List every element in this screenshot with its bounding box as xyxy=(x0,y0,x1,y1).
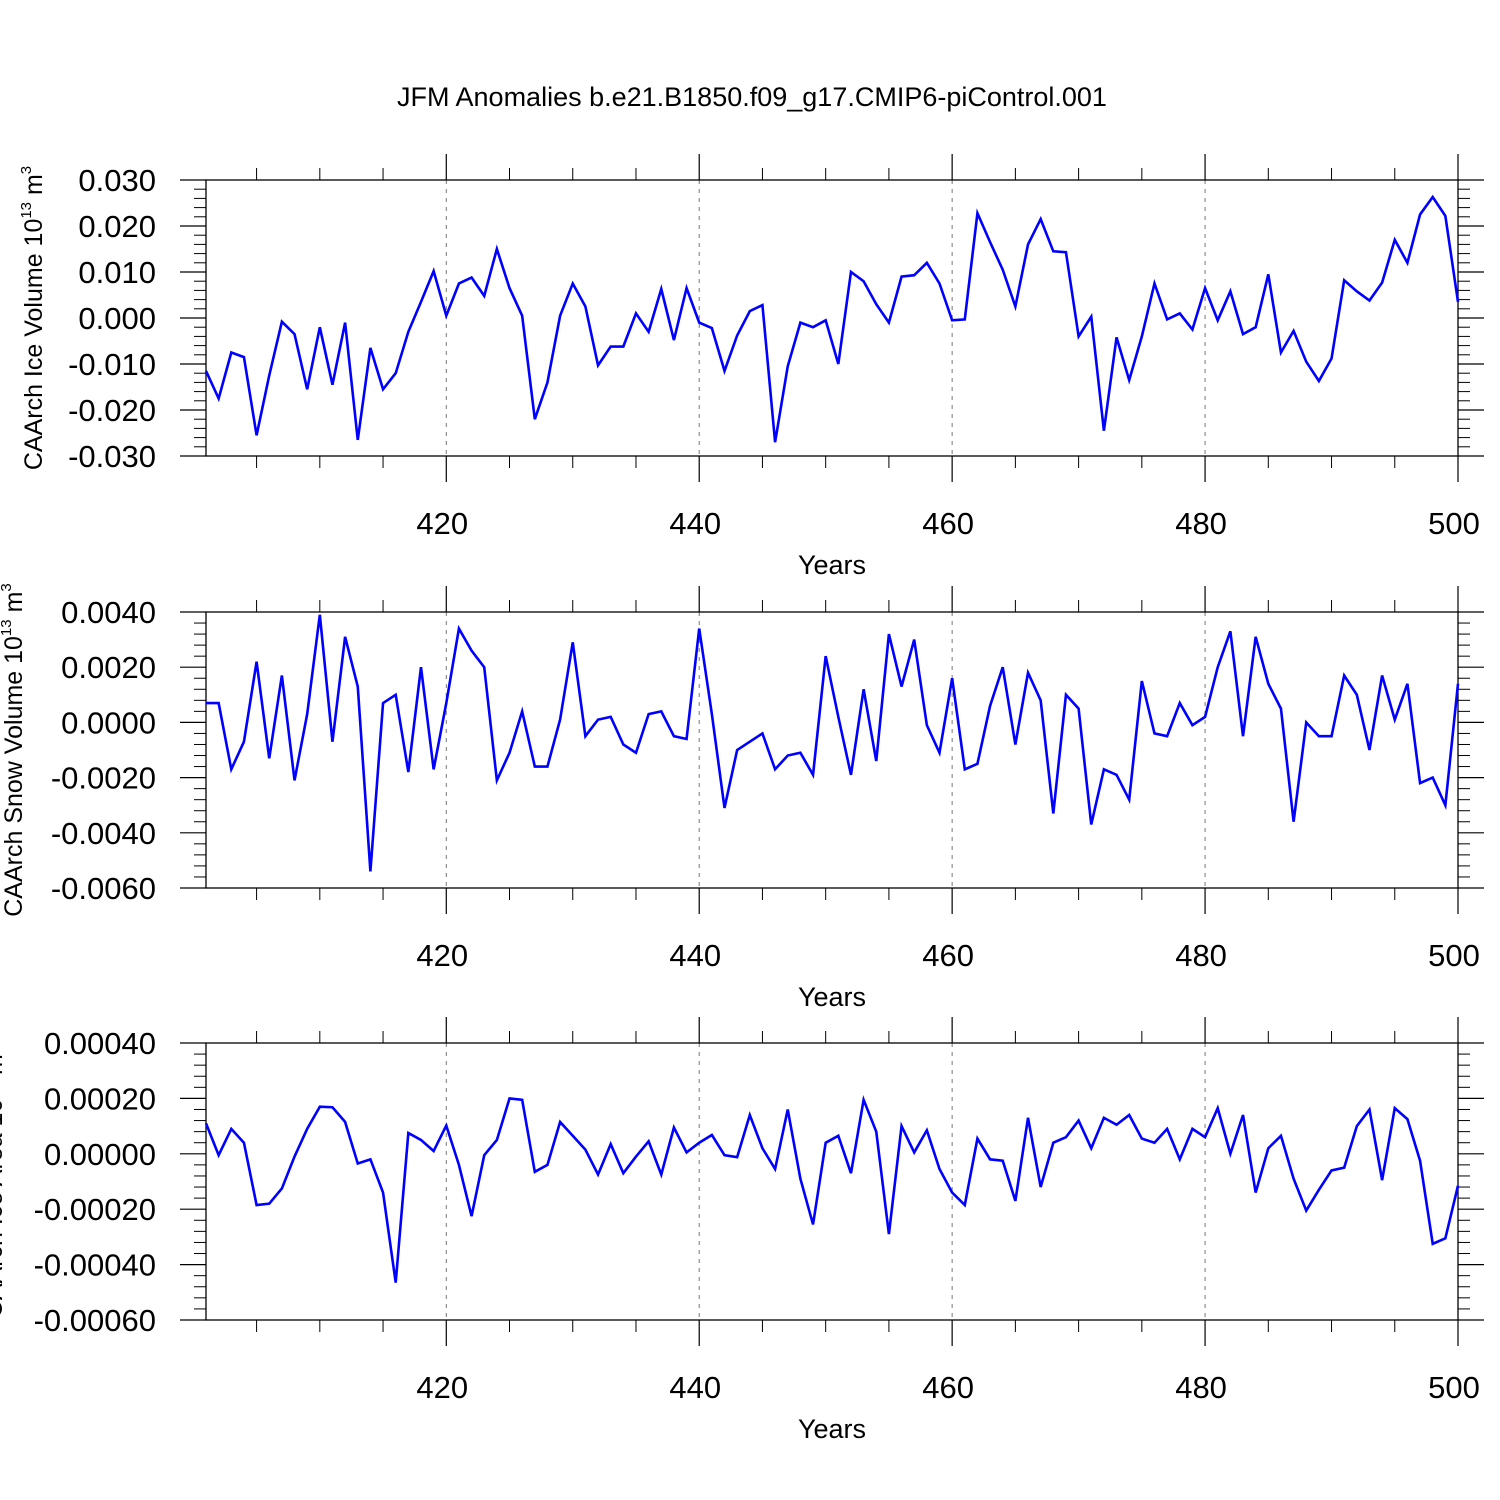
x-tick-label: 440 xyxy=(669,506,721,541)
series-line xyxy=(206,614,1460,872)
y-tick-label: -0.00040 xyxy=(34,1248,156,1283)
x-tick-label: 440 xyxy=(669,938,721,973)
x-tick-label: 420 xyxy=(416,1370,468,1405)
y-tick-label: 0.00000 xyxy=(44,1137,156,1172)
y-tick-label: 0.0020 xyxy=(61,650,156,685)
x-tick-label: 460 xyxy=(922,506,974,541)
x-tick-label: 420 xyxy=(416,506,468,541)
panel-1: -0.030 -0.020 -0.010 0.000 0.010 0.020 0.030 42… xyxy=(18,154,1484,580)
plot-frame xyxy=(205,179,1459,457)
y-tick-label: 0.010 xyxy=(78,255,156,290)
panel-3: -0.00060 -0.00040 -0.00020 0.00000 0.00020 0.… xyxy=(0,1017,1484,1444)
x-tick-label: 480 xyxy=(1175,506,1227,541)
y-tick-label: 0.00040 xyxy=(44,1026,156,1061)
plot-frame xyxy=(205,1042,1459,1321)
plot-frame xyxy=(205,611,1459,889)
y-tick-label: 0.00020 xyxy=(44,1081,156,1116)
x-tick-label: 460 xyxy=(922,938,974,973)
x-axis-label: Years xyxy=(798,982,866,1012)
y-tick-label: 0.0040 xyxy=(61,595,156,630)
y-axis-label: CAArch Snow Volume 1013 m3 xyxy=(0,583,28,917)
y-tick-label: -0.010 xyxy=(68,347,156,382)
x-tick-label: 500 xyxy=(1428,1370,1480,1405)
y-axis-label: CAArch Ice Volume 1013 m3 xyxy=(18,166,48,470)
y-axis-label: CAArch Ice Area 1013 m2 xyxy=(0,1046,8,1318)
y-tick-label: -0.020 xyxy=(68,393,156,428)
series-line xyxy=(204,1095,1460,1283)
y-tick-label: 0.000 xyxy=(78,301,156,336)
x-axis-label: Years xyxy=(798,550,866,580)
y-tick-label: -0.0040 xyxy=(51,816,156,851)
y-tick-label: -0.00020 xyxy=(34,1192,156,1227)
x-tick-label: 440 xyxy=(669,1370,721,1405)
chart-title: JFM Anomalies b.e21.B1850.f09_g17.CMIP6-… xyxy=(397,82,1107,112)
x-tick-label: 480 xyxy=(1175,938,1227,973)
x-axis-label: Years xyxy=(798,1414,866,1444)
y-tick-label: 0.0000 xyxy=(61,705,156,740)
y-tick-label: 0.020 xyxy=(78,209,156,244)
y-tick-label: -0.030 xyxy=(68,439,156,474)
x-tick-label: 500 xyxy=(1428,938,1480,973)
y-tick-label: -0.00060 xyxy=(34,1303,156,1338)
series-line xyxy=(204,194,1460,443)
y-tick-label: -0.0020 xyxy=(51,761,156,796)
y-tick-label: -0.0060 xyxy=(51,871,156,906)
x-tick-label: 500 xyxy=(1428,506,1480,541)
y-tick-label: 0.030 xyxy=(78,163,156,198)
x-tick-label: 420 xyxy=(416,938,468,973)
x-tick-label: 480 xyxy=(1175,1370,1227,1405)
x-tick-label: 460 xyxy=(922,1370,974,1405)
panel-2: -0.0060 -0.0040 -0.0020 0.0000 0.0020 0.0040 4… xyxy=(0,583,1484,1012)
